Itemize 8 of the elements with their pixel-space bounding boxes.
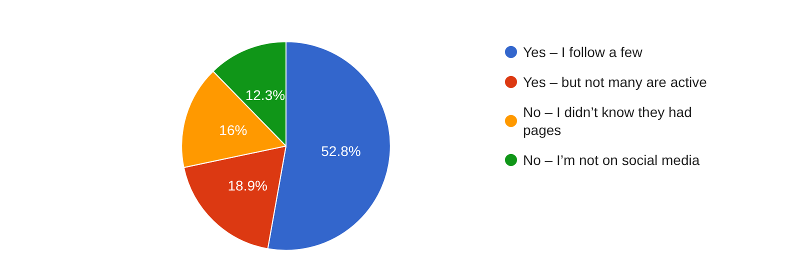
legend-label: Yes – I follow a few bbox=[523, 44, 644, 60]
data-label: 52.8% bbox=[321, 142, 361, 159]
data-label: 16% bbox=[219, 122, 248, 138]
data-label: 12.3% bbox=[245, 86, 286, 103]
legend-label: Yes – but not many are active bbox=[523, 74, 708, 90]
legend-label: No – I’m not on social media bbox=[523, 152, 700, 168]
data-label: 18.9% bbox=[228, 178, 268, 194]
legend-label: No – I didn’t know they had pages bbox=[523, 104, 696, 138]
